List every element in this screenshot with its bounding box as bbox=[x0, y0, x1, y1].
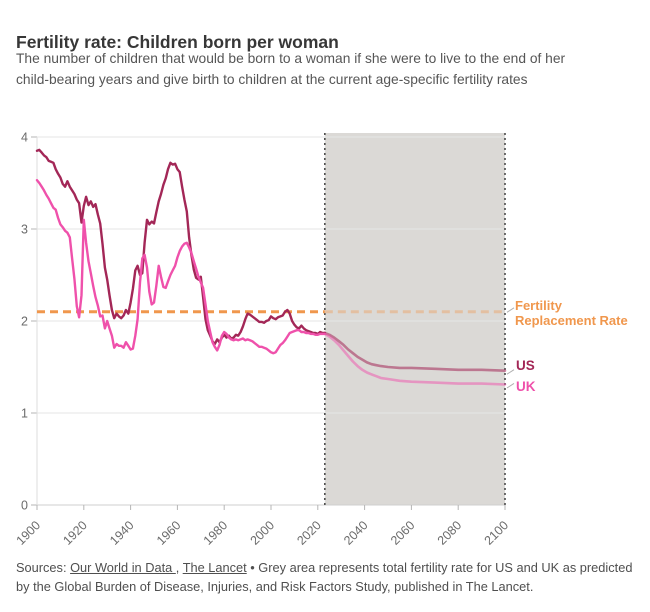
uk-label-connector bbox=[506, 383, 515, 389]
y-tick-label: 4 bbox=[21, 131, 28, 145]
lancet-link[interactable]: The Lancet bbox=[182, 560, 247, 575]
uk-projection-line bbox=[323, 332, 507, 386]
x-tick-label: 2020 bbox=[294, 518, 324, 548]
replacement-rate-label-line2: Replacement Rate bbox=[515, 313, 628, 328]
x-tick-label: 1960 bbox=[154, 518, 184, 548]
replacement-rate-label-line1: Fertility bbox=[515, 298, 562, 313]
x-tick-label: 1920 bbox=[60, 518, 90, 548]
us-projection-line bbox=[323, 331, 507, 373]
replacement-label-connector bbox=[506, 307, 515, 313]
us-series-label: US bbox=[516, 358, 535, 373]
us-label-connector bbox=[506, 369, 515, 375]
sources-footer: Sources: Our World in Data , The Lancet … bbox=[16, 558, 633, 596]
y-tick-label: 2 bbox=[21, 315, 28, 329]
sources-prefix: Sources: bbox=[16, 560, 71, 575]
y-tick-label: 0 bbox=[21, 499, 28, 513]
sources-note: • Grey area represents total fertility r… bbox=[16, 560, 633, 594]
x-tick-label: 1940 bbox=[107, 518, 137, 548]
page-title: Fertility rate: Children born per woman bbox=[16, 31, 339, 52]
x-tick-label: 2080 bbox=[435, 518, 465, 548]
x-tick-label: 2040 bbox=[341, 518, 371, 548]
replacement-rate-label: Fertility Replacement Rate bbox=[515, 298, 628, 328]
uk-line bbox=[35, 178, 326, 355]
x-tick-label: 2000 bbox=[248, 518, 278, 548]
x-tick-label: 2060 bbox=[388, 518, 418, 548]
y-tick-label: 1 bbox=[21, 407, 28, 421]
y-tick-label: 3 bbox=[21, 223, 28, 237]
chart-subtitle: The number of children that would be bor… bbox=[16, 51, 566, 87]
x-tick-label: 2100 bbox=[482, 518, 512, 548]
uk-series-label: UK bbox=[516, 379, 536, 394]
x-tick-label: 1900 bbox=[14, 518, 44, 548]
x-tick-label: 1980 bbox=[201, 518, 231, 548]
projection-area bbox=[324, 133, 505, 505]
sources-separator: , bbox=[175, 560, 183, 575]
owid-link[interactable]: Our World in Data bbox=[70, 560, 176, 575]
us-line bbox=[35, 148, 326, 346]
